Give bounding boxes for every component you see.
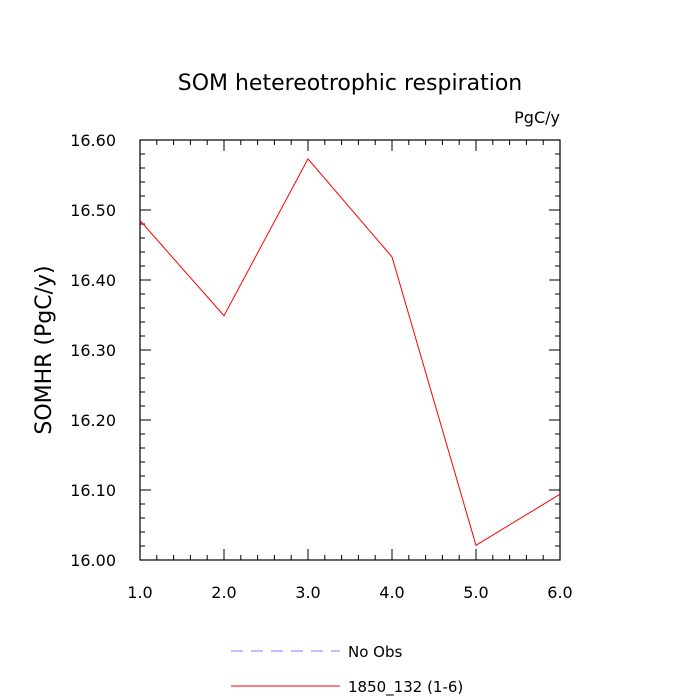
y-tick-label: 16.00: [70, 551, 116, 570]
x-tick-label: 1.0: [127, 583, 152, 602]
legend-label: 1850_132 (1-6): [348, 678, 463, 697]
x-tick-label: 4.0: [379, 583, 404, 602]
y-tick-label: 16.30: [70, 341, 116, 360]
y-tick-label: 16.50: [70, 201, 116, 220]
y-tick-label: 16.40: [70, 271, 116, 290]
y-tick-label: 16.10: [70, 481, 116, 500]
legend-label: No Obs: [348, 643, 402, 661]
x-tick-label: 3.0: [295, 583, 320, 602]
x-tick-label: 2.0: [211, 583, 236, 602]
plot-frame: [139, 139, 561, 561]
x-tick-label: 6.0: [547, 583, 572, 602]
chart-title: SOM hetereotrophic respiration: [178, 71, 523, 96]
y-axis-label: SOMHR (PgC/y): [32, 265, 57, 434]
y-tick-label: 16.20: [70, 411, 116, 430]
legend: No Obs 1850_132 (1-6): [231, 643, 463, 697]
plot-area: 1.0 2.0 3.0 4.0 5.0 6.0 16.00 16.10 16.20 16.30 16…: [70, 131, 573, 602]
units-label: PgC/y: [514, 108, 560, 127]
series-line: [139, 158, 561, 547]
x-tick-label: 5.0: [463, 583, 488, 602]
y-tick-label: 16.60: [70, 131, 116, 150]
